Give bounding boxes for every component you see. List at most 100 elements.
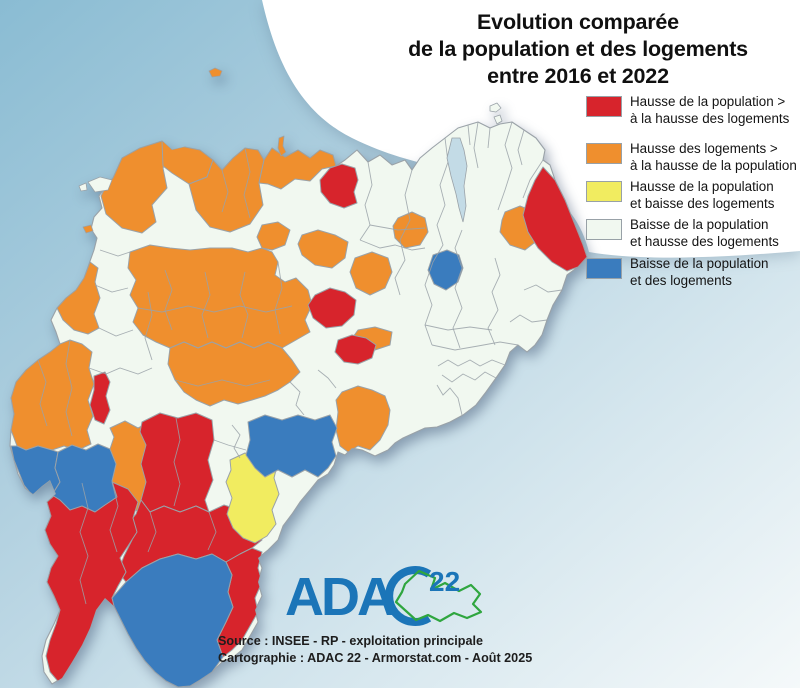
commune-border <box>437 359 506 367</box>
commune-border <box>221 169 229 213</box>
legend-swatch-red <box>586 96 622 117</box>
region-01 <box>100 140 173 234</box>
commune-border <box>239 271 249 339</box>
legend-label: Hausse de la population et baisse des log… <box>630 179 775 211</box>
commune-border <box>164 269 173 331</box>
region-31 <box>245 414 338 478</box>
title-bubble <box>262 0 800 258</box>
region-08 <box>256 221 291 251</box>
source-line: Source : INSEE - RP - exploitation princ… <box>218 634 483 648</box>
commune-border <box>173 417 181 507</box>
map-title-line3: entre 2016 et 2022 <box>487 64 669 88</box>
commune-border <box>274 261 283 335</box>
map-title-line1: Evolution comparée <box>477 10 679 34</box>
source-credits: Source : INSEE - RP - exploitation princ… <box>218 633 532 667</box>
region-10 <box>392 211 429 249</box>
island-06 <box>493 114 503 125</box>
commune-border <box>65 339 73 437</box>
region-20 <box>334 334 377 365</box>
region-19 <box>307 287 357 329</box>
commune-border <box>487 127 491 149</box>
commune-border <box>452 229 463 349</box>
commune-border <box>497 122 513 211</box>
commune-border <box>467 124 471 146</box>
legend-label: Baisse de la population et des logements <box>630 256 769 288</box>
commune-border <box>88 367 153 375</box>
island-02 <box>277 135 287 157</box>
commune-border <box>289 381 305 416</box>
legend-swatch-orange <box>586 143 622 164</box>
commune-border <box>424 324 493 331</box>
legend-item-blue: Baisse de la population et des logements <box>586 255 768 289</box>
region-22 <box>139 412 215 513</box>
legend-swatch-white <box>586 219 622 240</box>
region-27 <box>427 249 464 291</box>
commune-border <box>509 314 548 323</box>
island-03 <box>87 176 113 193</box>
commune-border <box>473 122 479 169</box>
commune-border <box>517 129 525 166</box>
commune-border <box>109 481 119 553</box>
logo-text: ADA <box>285 567 395 627</box>
commune-border <box>317 369 337 389</box>
adac22-logo: ADA 22 <box>285 566 483 627</box>
logo-c-arc <box>385 566 432 626</box>
commune-border <box>441 371 497 383</box>
legend-swatch-yellow <box>586 181 622 202</box>
commune-border <box>522 159 544 199</box>
region-11 <box>349 251 393 296</box>
commune-border <box>201 271 211 339</box>
commune-border <box>98 327 134 337</box>
legend-label: Baisse de la population et hausse des log… <box>630 217 779 249</box>
region-17 <box>319 163 359 209</box>
logo-department-outline <box>394 569 483 623</box>
commune-border <box>369 224 426 231</box>
logo-number: 22 <box>429 566 460 597</box>
island-04 <box>78 182 88 192</box>
commune-border <box>99 249 137 257</box>
bay-inlet <box>446 137 468 223</box>
island-07 <box>82 224 94 234</box>
commune-border <box>37 359 48 427</box>
legend-item-orange: Hausse des logements > à la hausse de la … <box>586 140 797 174</box>
commune-border <box>431 341 519 351</box>
commune-border <box>424 261 434 346</box>
region-03 <box>188 147 265 233</box>
legend-swatch-blue <box>586 258 622 279</box>
legend-item-yellow: Hausse de la population et baisse des log… <box>586 178 774 212</box>
island-05 <box>489 102 502 113</box>
commune-border <box>487 257 501 346</box>
region-05 <box>56 261 101 335</box>
map-title: Evolution comparée de la population et d… <box>408 9 748 90</box>
commune-border <box>231 424 241 459</box>
legend-item-white: Baisse de la population et hausse des log… <box>586 216 779 250</box>
region-06 <box>127 244 313 349</box>
commune-border <box>359 239 426 251</box>
map-title-line2: de la population et des logements <box>408 37 748 61</box>
island-01 <box>208 67 223 78</box>
department-map <box>9 67 588 688</box>
commune-border <box>207 511 217 551</box>
commune-border <box>243 147 251 219</box>
commune-border <box>147 511 157 553</box>
region-29 <box>51 443 118 513</box>
region-12 <box>297 229 349 269</box>
commune-border <box>359 161 373 241</box>
cartography-line: Cartographie : ADAC 22 - Armorstat.com -… <box>218 651 533 665</box>
region-18 <box>522 166 587 272</box>
commune-border <box>137 305 293 313</box>
commune-border <box>94 284 129 293</box>
region-15 <box>335 385 391 453</box>
legend-label: Hausse des logements > à la hausse de la … <box>630 141 797 173</box>
commune-border <box>213 439 247 451</box>
commune-border <box>394 169 413 296</box>
region-13 <box>10 339 95 451</box>
commune-border <box>174 379 271 387</box>
legend-label: Hausse de la population > à la hausse des… <box>630 94 790 126</box>
commune-border <box>79 482 89 605</box>
commune-border <box>144 291 153 361</box>
commune-border <box>523 284 563 293</box>
legend-item-red: Hausse de la population > à la hausse des… <box>586 93 789 127</box>
